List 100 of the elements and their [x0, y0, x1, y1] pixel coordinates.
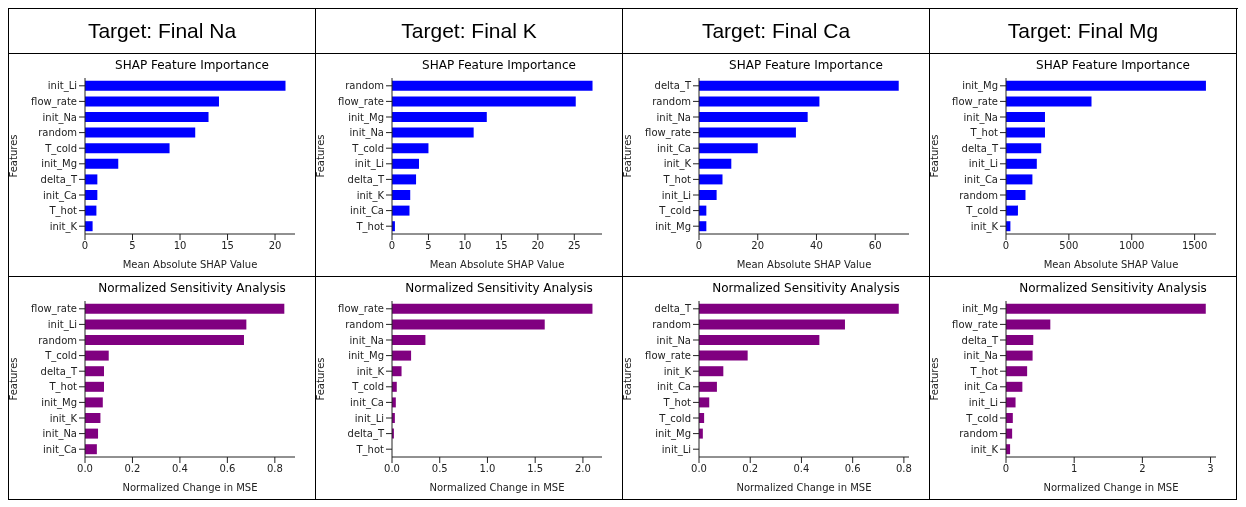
- y-tick-label: init_Ca: [964, 381, 998, 394]
- y-tick-label: T_cold: [965, 205, 998, 218]
- y-tick-label: init_Mg: [348, 350, 384, 363]
- y-tick-label: flow_rate: [952, 95, 998, 108]
- y-tick-label: T_hot: [662, 173, 692, 186]
- y-tick-label: init_K: [663, 365, 692, 378]
- y-tick-label: init_K: [663, 158, 692, 171]
- y-tick-label: random: [38, 127, 77, 139]
- x-tick-label: 10: [173, 240, 187, 252]
- y-tick-label: T_cold: [965, 412, 998, 425]
- y-tick-label: init_K: [970, 220, 999, 233]
- text: Target: Final Mg: [930, 9, 1236, 53]
- y-tick-label: T_cold: [351, 142, 384, 155]
- y-tick-label: init_K: [970, 443, 999, 456]
- x-tick-label: 0.4: [793, 463, 810, 475]
- x-axis-title: Mean Absolute SHAP Value: [1043, 259, 1179, 270]
- y-tick-label: delta_T: [654, 303, 692, 316]
- y-axis-title: Features: [7, 134, 19, 178]
- x-tick-label: 500: [1059, 240, 1079, 252]
- y-tick-label: T_hot: [48, 205, 78, 218]
- y-tick-label: init_Mg: [962, 303, 998, 316]
- x-tick-label: 0.0: [691, 463, 707, 475]
- y-tick-label: random: [652, 318, 691, 330]
- y-tick-label: init_Li: [661, 189, 691, 202]
- y-tick-label: flow_rate: [338, 303, 384, 316]
- y-tick-label: init_Mg: [655, 428, 691, 441]
- x-tick-label: 5: [425, 240, 432, 252]
- y-axis-title: Features: [621, 134, 633, 178]
- y-tick-label: init_Li: [354, 412, 384, 425]
- x-tick-label: 0.0: [77, 463, 93, 475]
- y-tick-label: delta_T: [961, 142, 999, 155]
- x-tick-label: 15: [495, 240, 508, 252]
- y-tick-label: flow_rate: [31, 303, 77, 316]
- y-tick-label: flow_rate: [31, 95, 77, 108]
- chart-title: Normalized Sensitivity Analysis: [711, 281, 901, 297]
- y-axis-title: Features: [314, 357, 326, 401]
- y-tick-label: T_hot: [662, 396, 692, 409]
- x-tick-label: 0: [1002, 463, 1010, 475]
- chart-title: SHAP Feature Importance: [1035, 58, 1191, 74]
- y-tick-label: init_Na: [963, 111, 998, 124]
- y-tick-label: T_cold: [44, 142, 77, 155]
- y-axis-title: Features: [928, 134, 940, 178]
- x-tick-label: 0: [1002, 240, 1010, 252]
- text: Target: Final Ca: [623, 9, 929, 53]
- y-tick-label: T_cold: [658, 412, 691, 425]
- y-tick-label: random: [959, 189, 998, 201]
- y-tick-label: random: [38, 334, 77, 346]
- y-axis-title: Features: [928, 357, 940, 401]
- y-tick-label: T_cold: [44, 350, 77, 363]
- y-tick-label: init_Mg: [655, 220, 691, 233]
- x-tick-label: 0.2: [124, 463, 141, 475]
- x-tick-label: 0: [695, 240, 703, 252]
- x-tick-label: 0: [81, 240, 89, 252]
- y-tick-label: delta_T: [347, 173, 385, 186]
- y-tick-label: init_K: [49, 220, 78, 233]
- y-tick-label: T_cold: [658, 205, 691, 218]
- y-tick-label: init_Li: [968, 396, 998, 409]
- y-tick-label: init_K: [356, 365, 385, 378]
- x-tick-label: 20: [751, 240, 765, 252]
- y-tick-label: delta_T: [654, 80, 692, 93]
- y-tick-label: init_Ca: [43, 443, 77, 456]
- y-tick-label: T_hot: [969, 127, 999, 140]
- y-tick-label: init_Na: [349, 334, 384, 347]
- y-tick-label: init_Na: [963, 350, 998, 363]
- y-tick-label: init_Na: [349, 127, 384, 140]
- y-tick-label: delta_T: [961, 334, 999, 347]
- x-tick-label: 10: [458, 240, 472, 252]
- x-tick-label: 1000: [1119, 240, 1145, 252]
- x-tick-label: 60: [868, 240, 882, 252]
- x-tick-label: 2: [1139, 463, 1146, 475]
- x-tick-label: 20: [531, 240, 545, 252]
- y-tick-label: flow_rate: [338, 95, 384, 108]
- x-axis-title: Normalized Change in MSE: [429, 482, 565, 493]
- y-tick-label: init_Na: [42, 428, 77, 441]
- y-tick-label: random: [345, 80, 384, 92]
- x-tick-label: 3: [1207, 463, 1214, 475]
- y-tick-label: random: [652, 95, 691, 107]
- chart-title: SHAP Feature Importance: [114, 58, 270, 74]
- x-tick-label: 2.0: [574, 463, 591, 475]
- x-tick-label: 0.4: [171, 463, 188, 475]
- y-tick-label: init_Li: [47, 318, 77, 331]
- x-tick-label: 1.5: [527, 463, 544, 475]
- x-tick-label: 0.6: [844, 463, 861, 475]
- x-tick-label: 5: [129, 240, 136, 252]
- y-tick-label: init_Mg: [41, 158, 77, 171]
- x-tick-label: 0.0: [384, 463, 400, 475]
- y-axis-title: Features: [314, 134, 326, 178]
- chart-title: Normalized Sensitivity Analysis: [404, 281, 594, 297]
- x-axis-title: Normalized Change in MSE: [1043, 482, 1179, 493]
- chart-title: Normalized Sensitivity Analysis: [1018, 281, 1208, 297]
- y-tick-label: T_cold: [351, 381, 384, 394]
- y-tick-label: init_Ca: [350, 396, 384, 409]
- y-tick-label: init_Ca: [964, 173, 998, 186]
- y-tick-label: flow_rate: [645, 350, 691, 363]
- y-tick-label: init_Li: [47, 80, 77, 93]
- x-tick-label: 0.6: [219, 463, 236, 475]
- x-tick-label: 15: [221, 240, 234, 252]
- y-tick-label: init_Mg: [41, 396, 77, 409]
- x-axis-title: Mean Absolute SHAP Value: [429, 259, 565, 270]
- y-tick-label: flow_rate: [645, 127, 691, 140]
